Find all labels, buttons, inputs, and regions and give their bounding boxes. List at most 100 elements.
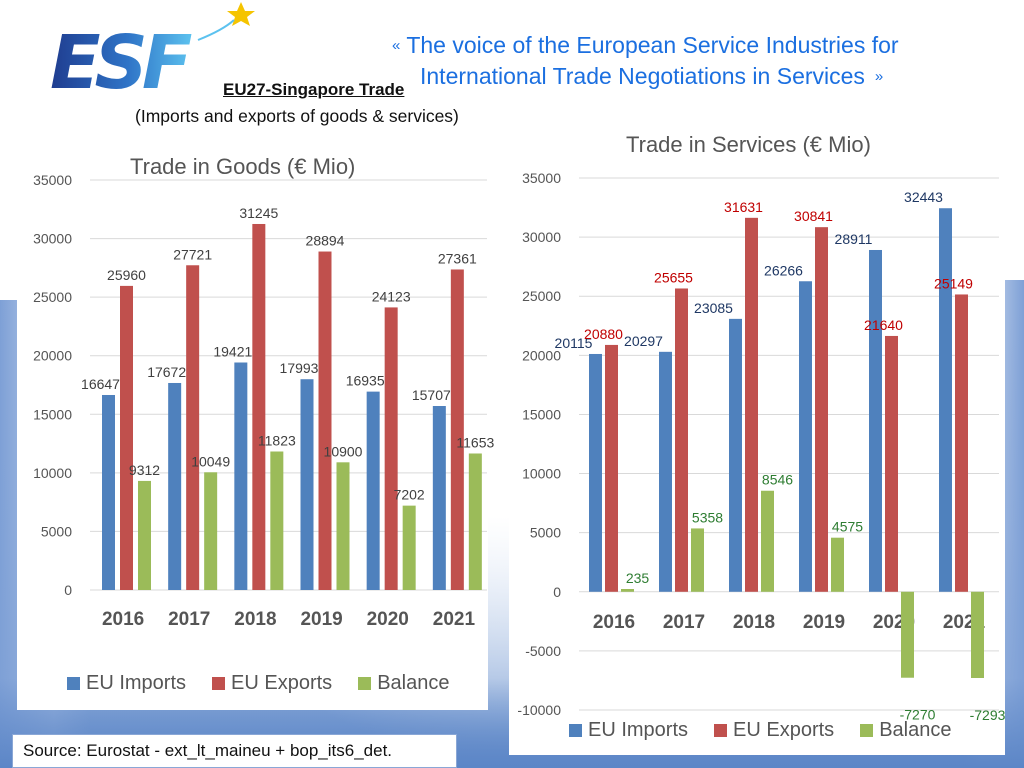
y-tick-label: 15000 xyxy=(522,406,561,422)
data-label: 31631 xyxy=(724,199,763,215)
data-label: 25960 xyxy=(107,267,146,283)
data-label: 26266 xyxy=(764,262,803,278)
legend-label: EU Exports xyxy=(231,672,333,694)
y-tick-label: 20000 xyxy=(522,347,561,363)
quote-open: « xyxy=(392,37,401,54)
slide-subtitle: (Imports and exports of goods & services… xyxy=(135,106,459,126)
data-label: 15707 xyxy=(412,387,451,403)
bar-balance xyxy=(468,453,482,590)
bar-eu-exports xyxy=(745,217,758,592)
legend-label: Balance xyxy=(879,719,952,741)
y-tick-label: -10000 xyxy=(517,702,561,718)
legend-swatch xyxy=(358,677,372,690)
bar-balance xyxy=(270,451,284,590)
source-note: Source: Eurostat - ext_lt_maineu + bop_i… xyxy=(12,734,457,768)
data-label: 25655 xyxy=(654,269,693,285)
data-label: 24123 xyxy=(372,288,411,304)
data-label: 5358 xyxy=(692,509,723,525)
y-tick-label: 0 xyxy=(64,582,72,598)
x-tick-label: 2018 xyxy=(234,609,276,630)
bar-eu-imports xyxy=(366,391,380,590)
data-label: 10049 xyxy=(191,453,230,469)
legend-label: EU Imports xyxy=(588,719,689,741)
data-label: 21640 xyxy=(864,317,903,333)
y-tick-label: 5000 xyxy=(530,525,561,541)
services-chart-panel: Trade in Services (€ Mio) 35000 30000 2500… xyxy=(509,125,1006,755)
bar-balance xyxy=(402,505,416,590)
bar-eu-imports xyxy=(869,249,882,592)
y-tick-label: 10000 xyxy=(522,466,561,482)
x-tick-label: 2019 xyxy=(300,609,342,630)
bar-eu-imports xyxy=(234,362,248,590)
bar-eu-imports xyxy=(432,406,446,590)
data-label: 9312 xyxy=(129,462,160,478)
bar-eu-exports xyxy=(120,285,133,590)
goods-chart-panel: Trade in Goods (€ Mio) 35000 30000 25000 20… xyxy=(17,150,494,710)
bar-balance xyxy=(761,490,774,592)
y-tick-label: -5000 xyxy=(525,643,561,659)
data-label: 11653 xyxy=(456,434,494,450)
y-tick-label: 10000 xyxy=(33,465,72,481)
y-tick-label: 30000 xyxy=(33,231,72,247)
x-tick-label: 2018 xyxy=(733,612,775,633)
bar-balance xyxy=(971,591,984,678)
data-label: 31245 xyxy=(239,205,278,221)
legend-item-imports: EU Imports xyxy=(569,719,688,742)
bar-balance xyxy=(831,537,844,592)
legend-label: EU Exports xyxy=(733,719,835,741)
chart-title: Trade in Goods (€ Mio) xyxy=(130,154,356,179)
chart-title: Trade in Services (€ Mio) xyxy=(626,132,871,157)
bar-eu-exports xyxy=(605,344,618,592)
data-label: 30841 xyxy=(794,208,833,224)
x-tick-label: 2017 xyxy=(168,609,210,630)
data-label: 27361 xyxy=(438,250,477,266)
legend-swatch xyxy=(212,677,226,690)
legend-label: EU Imports xyxy=(86,672,187,694)
data-label: 19421 xyxy=(213,343,252,359)
data-label: 11823 xyxy=(258,433,296,449)
data-label: 20297 xyxy=(624,333,663,349)
services-chart: 35000 30000 25000 20000 15000 10000 5000 0 -5000… xyxy=(517,170,1005,723)
x-tick-label: 2019 xyxy=(803,612,845,633)
bar-eu-exports xyxy=(318,251,332,590)
chart-legend: EU Imports EU Exports Balance xyxy=(569,719,951,742)
bar-eu-exports xyxy=(252,223,266,590)
bar-eu-exports xyxy=(186,265,200,590)
bar-balance xyxy=(901,591,914,678)
data-label: 16935 xyxy=(346,373,385,389)
x-tick-label: 2016 xyxy=(593,612,635,633)
data-label: 25149 xyxy=(934,275,973,291)
tagline-line-2: International Trade Negotiations in Serv… xyxy=(420,63,865,89)
bar-eu-exports xyxy=(815,227,828,592)
y-tick-label: 0 xyxy=(553,584,561,600)
bar-eu-imports xyxy=(102,394,115,590)
bar-eu-exports xyxy=(675,288,688,592)
legend-swatch xyxy=(714,724,728,737)
data-label: 7202 xyxy=(394,487,425,503)
legend-label: Balance xyxy=(377,672,450,694)
bar-balance xyxy=(204,472,218,590)
slide-title: EU27-Singapore Trade xyxy=(223,80,405,99)
data-label: 27721 xyxy=(173,246,212,262)
bar-balance xyxy=(621,588,634,592)
tagline-line-1: The voice of the European Service Indust… xyxy=(406,32,899,58)
data-label: 10900 xyxy=(324,443,363,459)
bar-eu-exports xyxy=(450,269,464,590)
bar-eu-imports xyxy=(589,353,602,592)
y-tick-label: 25000 xyxy=(33,289,72,305)
legend-swatch xyxy=(860,724,874,737)
y-tick-label: 25000 xyxy=(522,288,561,304)
bar-eu-exports xyxy=(955,294,968,592)
data-label: 32443 xyxy=(904,189,943,205)
legend-swatch xyxy=(67,677,80,690)
bar-eu-imports xyxy=(939,208,952,592)
legend-item-imports: EU Imports xyxy=(67,672,186,695)
bar-eu-imports xyxy=(300,379,314,590)
bar-eu-imports xyxy=(659,351,672,592)
quote-close: » xyxy=(874,68,884,85)
data-label: 4575 xyxy=(832,519,863,535)
esf-logo: ESF xyxy=(50,2,255,106)
y-tick-label: 15000 xyxy=(33,406,72,422)
bar-eu-exports xyxy=(885,335,898,592)
data-label: 17993 xyxy=(280,360,319,376)
